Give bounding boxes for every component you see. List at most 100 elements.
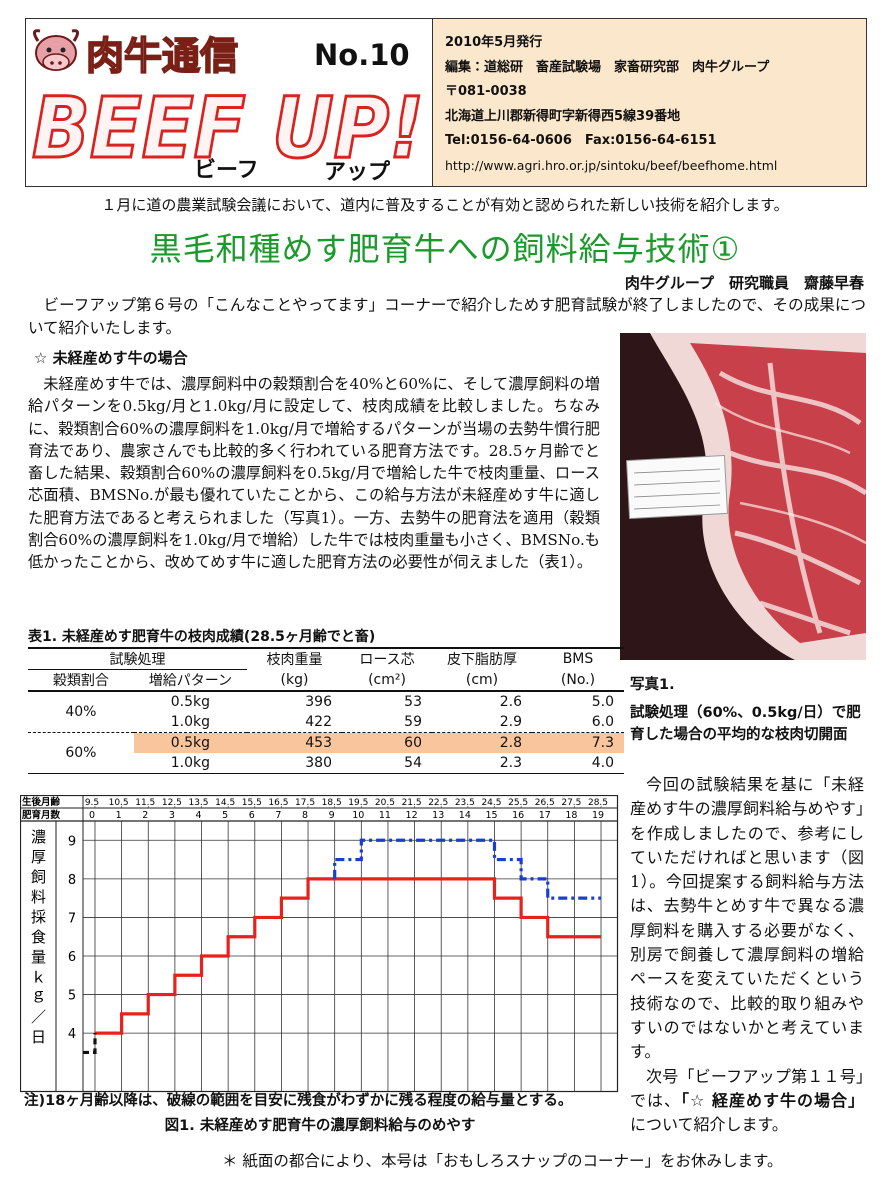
footer-note: ＊ 紙面の都合により、本号は「おもしろスナップのコーナー」をお休みします。: [222, 1152, 783, 1170]
table-cell: 380: [247, 753, 342, 774]
x2-tick-label: 28.5: [588, 798, 608, 808]
table-caption: 表1. 未経産めす肥育牛の枝肉成績(28.5ヶ月齢でと畜): [28, 629, 376, 645]
table-cell: 453: [247, 732, 342, 753]
info-line: 北海道上川郡新得町字新得西5線39番地: [445, 108, 681, 124]
table-cell: 54: [342, 753, 432, 774]
table-cell: 1.0kg: [133, 712, 247, 733]
lead-paragraph: ビーフアップ第６号の「こんなことやってます」コーナーで紹介しためす肥育試験が終了…: [28, 296, 866, 337]
next-issue-text: について紹介します。: [630, 1115, 788, 1135]
x-tick-label: 3: [169, 810, 175, 821]
x2-tick-label: 9.5: [85, 798, 99, 808]
x-tick-label: 14: [459, 810, 471, 821]
brand-kana: アップ: [324, 160, 391, 185]
x-tick-label: 13: [432, 810, 444, 821]
x2-tick-label: 26.5: [535, 798, 555, 808]
table-cell: 2.9: [432, 712, 532, 733]
x-tick-label: 10: [352, 810, 364, 821]
y-axis-label: 濃厚飼料採食量ｋｇ／日: [29, 829, 47, 1049]
photo: [620, 333, 866, 660]
x2-tick-label: 13.5: [188, 798, 208, 808]
x2-tick-label: 11.5: [135, 798, 155, 808]
feeding-chart: 生後月齢 肥育月数 濃厚飼料採食量ｋｇ／日 0 1 2 3 4 5 6 7 8 9 10 11 12 13…: [20, 795, 619, 1093]
x-tick-label: 12: [406, 810, 418, 821]
info-line: 2010年5月発行: [445, 35, 543, 50]
x-tick-label: 1: [116, 810, 122, 821]
x2-tick-label: 27.5: [561, 798, 581, 808]
table-cell: 0.5kg: [133, 732, 247, 753]
x-tick-label: 8: [302, 810, 308, 821]
table-cell: 1.0kg: [133, 753, 247, 774]
table-cell: 2.8: [432, 732, 532, 753]
figure-note: 注)18ヶ月齢以降は、破線の範囲を目安に残食がわずかに残る程度の給与量とする。: [24, 1093, 573, 1109]
results-table: 試験処理 枝肉重量 ロース芯 皮下脂肪厚 BMS 穀類割合 増給パターン (kg…: [28, 647, 624, 774]
x-tick-label: 18: [565, 810, 577, 821]
table-header: 枝肉重量: [247, 647, 342, 670]
x2-tick-label: 10.5: [109, 798, 129, 808]
x-axis-label: 肥育月数: [22, 809, 61, 821]
feed-line: [83, 1033, 97, 1055]
next-issue-text: 次号「ビーフアップ第１１号」では、: [630, 1066, 864, 1110]
x2-tick-label: 23.5: [455, 798, 475, 808]
y-tick-label: 9: [68, 834, 76, 849]
issue-number: No.10: [314, 38, 410, 72]
info-line: 〒081-0038: [445, 84, 527, 99]
table-subheader: (kg): [247, 669, 342, 692]
photo-label: 写真1.: [630, 677, 675, 693]
y-tick-label: 8: [68, 873, 76, 888]
table-cell: 5.0: [591, 694, 614, 710]
x-tick-label: 5: [222, 810, 228, 821]
x2-tick-label: 22.5: [428, 798, 448, 808]
x-tick-label: 17: [539, 810, 551, 821]
table-cell: 53: [404, 694, 422, 710]
y-tick-label: 6: [68, 950, 76, 965]
x2-tick-label: 14.5: [215, 798, 235, 808]
table-cell: 0.5kg: [170, 694, 211, 710]
x2-tick-label: 24.5: [481, 798, 501, 808]
table-header: ロース芯: [342, 647, 432, 670]
table-subheader: (No.): [532, 669, 624, 692]
x2-tick-label: 19.5: [348, 798, 368, 808]
x-tick-label: 2: [142, 810, 148, 821]
logo-title: 肉牛通信: [86, 34, 238, 78]
x2-tick-label: 17.5: [295, 798, 315, 808]
x-tick-label: 19: [592, 810, 604, 821]
table-cell: 6.0: [532, 712, 624, 733]
cow-icon: [33, 29, 79, 71]
x-tick-label: 6: [249, 810, 255, 821]
table-cell: 396: [305, 694, 332, 710]
x-tick-label: 9: [329, 810, 335, 821]
author: 肉牛グループ 研究職員 齋藤早春: [624, 274, 864, 292]
x-tick-label: 16: [512, 810, 524, 821]
table-subheader: (cm²): [342, 669, 432, 692]
table-cell: 2.3: [432, 753, 532, 774]
section-heading: ☆ 未経産めす牛の場合: [34, 349, 188, 367]
table-cell: 7.3: [532, 732, 624, 753]
group-label: 40%: [28, 691, 134, 733]
table-cell: 2.6: [499, 694, 522, 710]
section-body: 未経産めす牛では、濃厚飼料中の穀類割合を40%と60%に、そして濃厚飼料の増給パ…: [28, 375, 600, 572]
intro: １月に道の農業試験会議において、道内に普及することが有効と認められた新しい技術を…: [101, 196, 789, 214]
article-title: 黒毛和種めす肥育牛への飼料給与技術①: [149, 230, 741, 268]
y-tick-label: 5: [68, 989, 76, 1004]
y-tick-label: 4: [68, 1027, 76, 1042]
masthead: 肉牛通信 No.10 BEEF UP! ビーフ アップ: [31, 29, 426, 185]
next-issue: 次号「ビーフアップ第１１号」では、「☆ 経産めす牛の場合」について紹介します。: [630, 1065, 864, 1138]
info-line: 編集：道総研 畜産試験場 家畜研究部 肉牛グループ: [445, 59, 770, 75]
table-cell: 60: [342, 732, 432, 753]
table-cell: 422: [247, 712, 342, 733]
brand: BEEF UP!: [32, 79, 424, 177]
side-text: 今回の試験結果を基に「未経産めす牛の濃厚飼料給与めやす」を作成しましたので、参考…: [630, 775, 864, 1062]
x2-tick-label: 18.5: [322, 798, 342, 808]
side-column: 今回の試験結果を基に「未経産めす牛の濃厚飼料給与めやす」を作成しましたので、参考…: [630, 773, 864, 1137]
x2-axis-label: 生後月齢: [22, 796, 61, 808]
table-subheader: 穀類割合: [28, 669, 134, 692]
chart-frame: [20, 795, 619, 1093]
info-line: Tel:0156-64-0606 Fax:0156-64-6151: [445, 133, 717, 148]
x-tick-label: 15: [485, 810, 497, 821]
next-issue-topic: 「☆ 経産めす牛の場合」: [681, 1090, 864, 1110]
x2-tick-label: 21.5: [402, 798, 422, 808]
x-tick-label: 4: [195, 810, 201, 821]
